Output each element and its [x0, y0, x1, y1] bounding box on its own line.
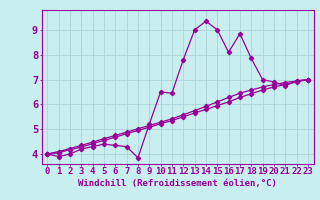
- X-axis label: Windchill (Refroidissement éolien,°C): Windchill (Refroidissement éolien,°C): [78, 179, 277, 188]
